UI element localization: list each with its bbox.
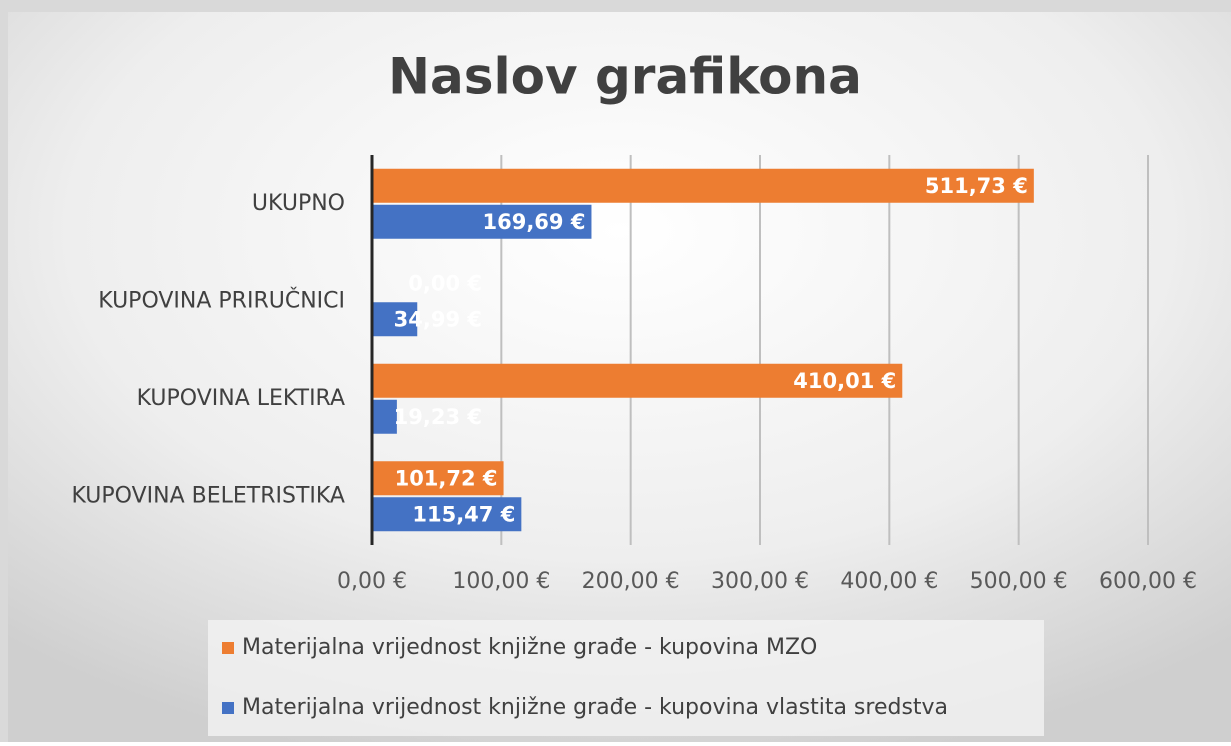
legend-box [208, 620, 1044, 736]
y-tick-label: KUPOVINA PRIRUČNICI [98, 287, 345, 313]
y-tick-label: KUPOVINA LEKTIRA [137, 386, 345, 411]
bar [372, 168, 1034, 203]
bar [372, 302, 418, 337]
y-tick-label: KUPOVINA BELETRISTIKA [71, 483, 345, 508]
x-tick-label: 0,00 € [337, 569, 407, 594]
legend-label: Materijalna vrijednost knjižne građe - k… [242, 695, 948, 720]
legend-swatch [222, 642, 234, 654]
bar [372, 461, 504, 496]
data-label: 410,01 € [793, 369, 896, 393]
x-tick-label: 200,00 € [582, 569, 680, 594]
x-tick-label: 600,00 € [1099, 569, 1197, 594]
x-tick-label: 300,00 € [711, 569, 809, 594]
bar [372, 497, 522, 532]
bar [372, 399, 397, 434]
bar [372, 363, 903, 398]
legend-swatch [222, 702, 234, 714]
data-label: 169,69 € [482, 210, 585, 234]
data-label: 19,23 € [394, 405, 482, 429]
data-label: 0,00 € [408, 271, 482, 295]
data-label: 115,47 € [412, 502, 515, 526]
y-tick-label: UKUPNO [252, 191, 345, 216]
data-label: 101,72 € [395, 466, 498, 490]
bar [372, 204, 592, 239]
data-label: 34,99 € [394, 307, 482, 331]
x-tick-label: 400,00 € [840, 569, 938, 594]
chart-title: Naslov grafikona [388, 48, 862, 106]
data-label: 511,73 € [925, 174, 1028, 198]
legend-label: Materijalna vrijednost knjižne građe - k… [242, 635, 817, 660]
x-tick-label: 100,00 € [452, 569, 550, 594]
x-tick-label: 500,00 € [970, 569, 1068, 594]
